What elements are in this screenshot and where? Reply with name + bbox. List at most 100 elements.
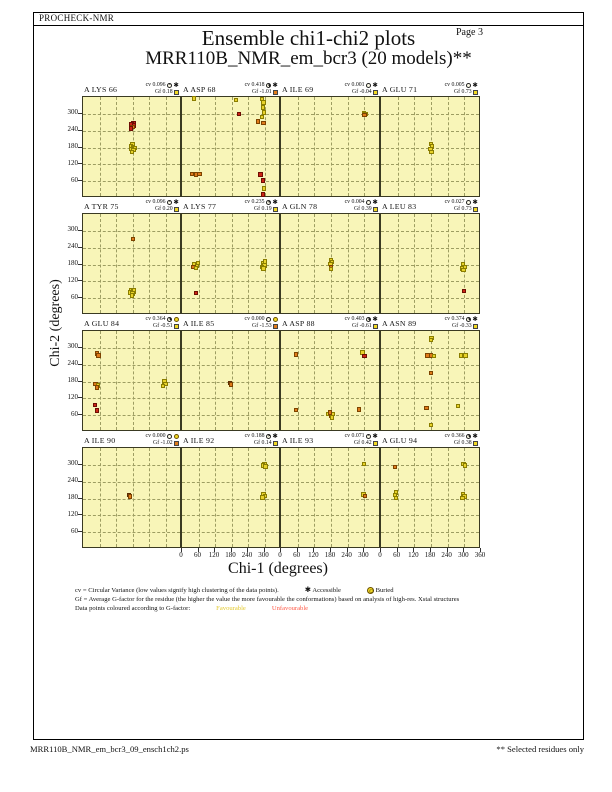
y-tick-mark <box>78 112 82 114</box>
data-point <box>94 385 99 390</box>
gf-color-swatch <box>373 441 378 446</box>
data-point <box>294 352 299 357</box>
data-point <box>261 120 266 125</box>
grid-line <box>281 113 379 115</box>
grid-line <box>83 381 180 383</box>
grid-line <box>281 464 379 466</box>
accessible-icon: ✱ <box>272 432 278 440</box>
legend-favourable-label: Favourable <box>216 605 246 613</box>
legend-unfavourable-label: Unfavourable <box>271 605 309 613</box>
footer-note: ** Selected residues only <box>496 744 584 754</box>
page-title: Ensemble chi1-chi2 plots <box>201 26 416 50</box>
grid-line <box>381 364 479 366</box>
grid-line <box>83 130 180 132</box>
y-tick-label: 120 <box>67 275 79 284</box>
y-tick-mark <box>78 246 82 248</box>
data-point <box>328 266 333 272</box>
grid-line <box>116 448 117 547</box>
y-tick-label: 180 <box>67 142 79 150</box>
grid-line <box>182 164 279 166</box>
accessible-icon: ✱ <box>272 198 278 206</box>
gf-row: Gf 0.14 <box>218 440 278 447</box>
accessible-icon: ✱ <box>472 81 478 89</box>
x-tick-mark <box>346 548 348 552</box>
grid-line <box>83 481 180 483</box>
y-tick-mark <box>78 497 82 499</box>
grid-line <box>281 281 379 283</box>
cv-pie-icon <box>466 434 472 439</box>
cv-row: cv 0.235 ✱ <box>218 199 278 206</box>
grid-line <box>281 498 379 500</box>
cv-row: cv 0.004 ✱ <box>318 199 378 206</box>
data-point <box>392 464 398 470</box>
residue-label: A ASP 68 <box>183 84 216 94</box>
grid-line <box>314 97 316 196</box>
x-tick-label: 60 <box>393 551 401 559</box>
cv-gf-block: cv 0.096 ✱ Gf 0.18 <box>119 82 179 96</box>
data-point <box>260 495 265 500</box>
grid-line <box>198 97 200 196</box>
gf-value: Gf -0.61 <box>352 323 372 329</box>
cv-pie-icon <box>266 317 271 322</box>
data-point <box>197 171 202 177</box>
cv-row: cv 0.000 <box>119 433 179 440</box>
cv-value: cv 0.366 <box>444 433 465 439</box>
cv-gf-block: cv 0.096 ✱ Gf 0.20 <box>119 199 179 213</box>
data-point <box>233 97 239 102</box>
y-tick-mark <box>78 363 82 365</box>
gf-value: Gf -0.04 <box>352 89 372 95</box>
legend-points-text: Data points coloured according to G-fact… <box>75 605 191 613</box>
residue-label: A LYS 77 <box>183 201 217 211</box>
x-tick-mark <box>296 548 298 552</box>
grid-line <box>264 97 266 196</box>
accessible-icon: ✱ <box>372 315 378 323</box>
subplot-frame <box>380 213 480 314</box>
cv-row: cv 0.005 ✱ <box>418 82 478 89</box>
gf-value: Gf 0.38 <box>453 440 472 446</box>
grid-line <box>381 298 479 300</box>
grid-line <box>464 331 466 430</box>
gf-value: Gf -1.02 <box>153 440 173 446</box>
cv-row: cv 0.374 ✱ <box>418 316 478 323</box>
residue-label: A GLU 71 <box>382 84 418 94</box>
grid-line <box>231 214 233 313</box>
cv-pie-icon <box>366 83 372 88</box>
gf-row: Gf 0.42 <box>318 440 378 447</box>
x-tick-mark <box>380 548 381 552</box>
cv-value: cv 0.374 <box>444 316 465 322</box>
grid-line <box>83 364 180 366</box>
y-tick-label: 240 <box>67 476 79 485</box>
x-tick-label: 0 <box>278 551 282 559</box>
data-point <box>394 495 399 501</box>
data-point <box>460 496 465 501</box>
grid-line <box>182 298 279 300</box>
app-name: PROCHECK-NMR <box>39 13 115 23</box>
data-point <box>189 171 195 177</box>
cv-pie-icon <box>366 200 372 205</box>
cv-row: cv 0.096 ✱ <box>119 82 179 89</box>
grid-line <box>182 264 279 266</box>
grid-line <box>281 130 379 132</box>
x-tick-label: 240 <box>441 551 452 559</box>
gf-row: Gf 0.39 <box>318 206 378 213</box>
grid-line <box>381 464 479 466</box>
cv-row: cv 0.364 <box>119 316 179 323</box>
data-point <box>360 350 365 355</box>
x-tick-mark <box>263 548 265 552</box>
cv-value: cv 0.005 <box>444 82 465 88</box>
residue-label: A ASN 89 <box>382 318 417 328</box>
grid-line <box>381 481 479 483</box>
gf-row: Gf 0.73 <box>418 89 478 96</box>
residue-label: A ILE 85 <box>183 318 215 328</box>
data-point <box>193 172 198 177</box>
cv-gf-block: cv 0.004 ✱ Gf 0.39 <box>318 199 378 213</box>
data-point <box>327 410 333 415</box>
y-tick-label: 300 <box>67 225 79 234</box>
y-tick-label: 180 <box>67 376 79 384</box>
gf-row: Gf -1.02 <box>119 440 179 447</box>
cv-pie-icon <box>167 434 172 439</box>
y-tick-mark <box>78 229 82 231</box>
x-tick-mark <box>197 548 199 552</box>
y-tick-mark <box>78 380 82 382</box>
data-point <box>356 407 361 412</box>
